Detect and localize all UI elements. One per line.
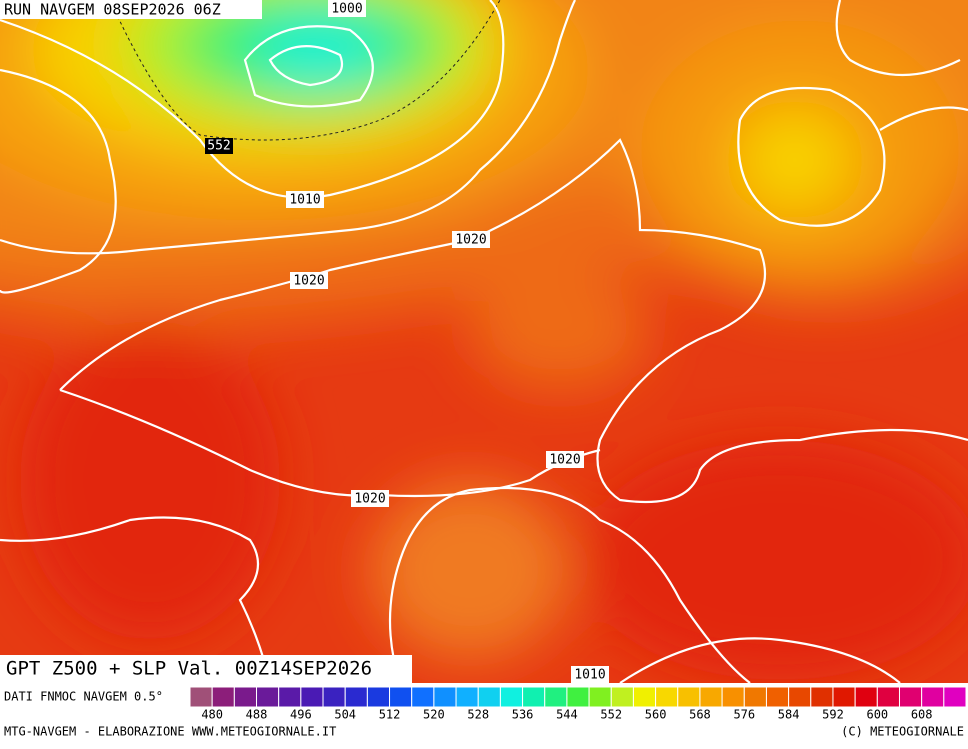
color-swatch (898, 686, 923, 708)
scale-label: 552 (600, 708, 622, 722)
color-swatch (189, 686, 213, 708)
color-swatch (544, 686, 568, 708)
color-swatch (921, 686, 945, 708)
contour-label: 1020 (354, 492, 385, 507)
scale-label: 520 (423, 708, 445, 722)
color-swatch (721, 686, 745, 708)
scale-label: 592 (822, 708, 844, 722)
color-swatch (278, 686, 302, 708)
scale-label: 480 (201, 708, 223, 722)
color-scale: 480 488 496 504 512 520 528 536 544 552 560 568 576 5… (189, 686, 967, 722)
color-swatch (655, 686, 679, 708)
map (0, 0, 968, 683)
color-swatch (256, 686, 280, 708)
scale-label: 528 (467, 708, 489, 722)
color-swatch (477, 686, 501, 708)
footer-left: MTG-NAVGEM - ELABORAZIONE WWW.METEOGIORN… (4, 725, 336, 739)
color-swatch (788, 686, 812, 708)
contour-label: 1000 (331, 2, 362, 17)
color-swatch (389, 686, 413, 708)
color-swatch (677, 686, 701, 708)
color-swatch (522, 686, 546, 708)
scale-label: 600 (866, 708, 888, 722)
contour-label: 1010 (574, 668, 605, 683)
color-swatch (699, 686, 723, 708)
color-swatch (566, 686, 590, 708)
contour-label: 1010 (289, 193, 320, 208)
scale-label: 512 (379, 708, 401, 722)
scale-label: 584 (778, 708, 800, 722)
scale-label: 544 (556, 708, 578, 722)
color-swatch (322, 686, 346, 708)
contour-label: 1020 (549, 453, 580, 468)
contour-label: 552 (207, 139, 230, 154)
scale-label: 576 (733, 708, 755, 722)
color-swatch (832, 686, 856, 708)
scale-label: 560 (645, 708, 667, 722)
footer-right: (C) METEOGIORNALE (841, 725, 964, 739)
contour-labels: 1000 552 1010 1020 1020 1020 1020 1010 (205, 0, 609, 683)
color-swatch (854, 686, 878, 708)
color-swatch (588, 686, 612, 708)
color-swatch (610, 686, 634, 708)
contour-label: 1020 (293, 274, 324, 289)
color-swatch (743, 686, 767, 708)
scale-label: 536 (512, 708, 534, 722)
color-swatch (211, 686, 235, 708)
color-swatch (455, 686, 479, 708)
color-swatch (632, 686, 657, 708)
color-swatch (810, 686, 834, 708)
scale-label: 496 (290, 708, 312, 722)
color-swatch (876, 686, 900, 708)
legend-source: DATI FNMOC NAVGEM 0.5° (4, 690, 163, 704)
contour-label: 1020 (455, 233, 486, 248)
scale-label: 568 (689, 708, 711, 722)
color-swatch (233, 686, 258, 708)
color-swatch (366, 686, 391, 708)
scale-label: 504 (334, 708, 356, 722)
scale-label: 608 (911, 708, 933, 722)
map-title: GPT Z500 + SLP Val. 00Z14SEP2026 (6, 658, 372, 680)
color-swatch (433, 686, 457, 708)
color-swatch (300, 686, 324, 708)
color-swatch (943, 686, 967, 708)
color-swatch (411, 686, 435, 708)
scale-label: 488 (246, 708, 268, 722)
color-swatch (499, 686, 524, 708)
color-swatch (344, 686, 368, 708)
color-swatch (765, 686, 790, 708)
run-label: RUN NAVGEM 08SEP2026 06Z (4, 1, 221, 19)
